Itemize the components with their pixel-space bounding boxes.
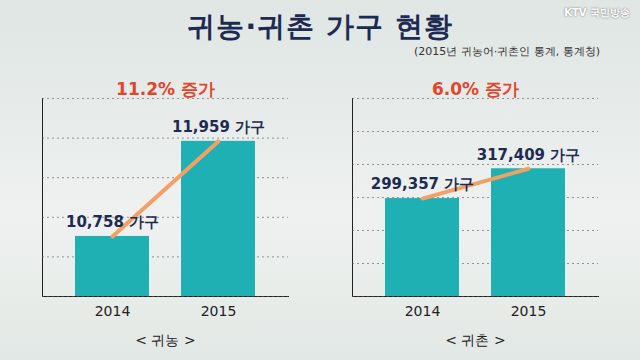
html-text:귀농·귀촌 가구 현황: 귀농·귀촌 가구 현황: [187, 10, 453, 43]
svg-text:10,758 가구: 10,758 가구: [66, 213, 159, 231]
svg-text:317,409 가구: 317,409 가구: [477, 146, 581, 164]
svg-text:11,959 가구: 11,959 가구: [172, 118, 265, 136]
svg-text:299,357 가구: 299,357 가구: [371, 175, 475, 193]
svg-text:2015: 2015: [511, 303, 547, 319]
html-text:KTV 국민방송: KTV 국민방송: [564, 7, 630, 18]
svg-text:2014: 2014: [95, 303, 131, 319]
svg-text:6.0% 증가: 6.0% 증가: [432, 79, 519, 99]
svg-text:2015: 2015: [201, 303, 237, 319]
html-text:(2015년 귀농어·귀촌인 통계, 통계청): (2015년 귀농어·귀촌인 통계, 통계청): [413, 45, 600, 58]
svg-text:< 귀촌 >: < 귀촌 >: [445, 332, 505, 348]
svg-text:< 귀농 >: < 귀농 >: [135, 332, 195, 348]
svg-text:11.2% 증가: 11.2% 증가: [116, 79, 215, 99]
svg-text:2014: 2014: [405, 303, 441, 319]
